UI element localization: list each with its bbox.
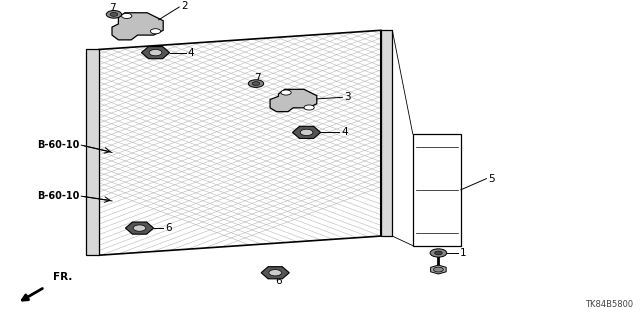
Circle shape <box>133 225 146 231</box>
Text: 1: 1 <box>460 248 466 258</box>
Text: 2: 2 <box>181 1 188 11</box>
Text: 3: 3 <box>344 92 351 102</box>
Circle shape <box>433 267 444 272</box>
Text: 7: 7 <box>109 3 115 13</box>
Text: 4: 4 <box>188 48 194 58</box>
Text: 7: 7 <box>254 73 260 83</box>
Polygon shape <box>86 49 99 255</box>
Circle shape <box>252 82 260 85</box>
Circle shape <box>122 13 132 19</box>
Polygon shape <box>261 267 289 279</box>
Circle shape <box>106 11 122 18</box>
Text: B-60-10: B-60-10 <box>38 191 80 201</box>
Text: 4: 4 <box>341 127 348 137</box>
Polygon shape <box>99 30 381 255</box>
Text: 6: 6 <box>165 223 172 233</box>
Circle shape <box>281 90 291 95</box>
Circle shape <box>430 249 447 257</box>
Text: 5: 5 <box>488 174 495 184</box>
Text: B-60-10: B-60-10 <box>38 140 80 150</box>
Circle shape <box>269 270 282 276</box>
Text: FR.: FR. <box>53 272 72 282</box>
Polygon shape <box>112 13 163 40</box>
Polygon shape <box>141 47 170 59</box>
Circle shape <box>248 80 264 87</box>
Polygon shape <box>292 126 321 138</box>
Polygon shape <box>125 222 154 234</box>
Polygon shape <box>270 89 317 112</box>
Polygon shape <box>431 265 446 274</box>
Circle shape <box>149 49 162 56</box>
Text: 6: 6 <box>275 276 282 286</box>
Bar <box>413 134 461 246</box>
Polygon shape <box>381 30 392 236</box>
Circle shape <box>110 12 118 16</box>
Circle shape <box>304 105 314 110</box>
Circle shape <box>300 129 313 136</box>
Circle shape <box>150 29 161 34</box>
Circle shape <box>435 251 442 255</box>
Text: TK84B5800: TK84B5800 <box>586 300 634 309</box>
